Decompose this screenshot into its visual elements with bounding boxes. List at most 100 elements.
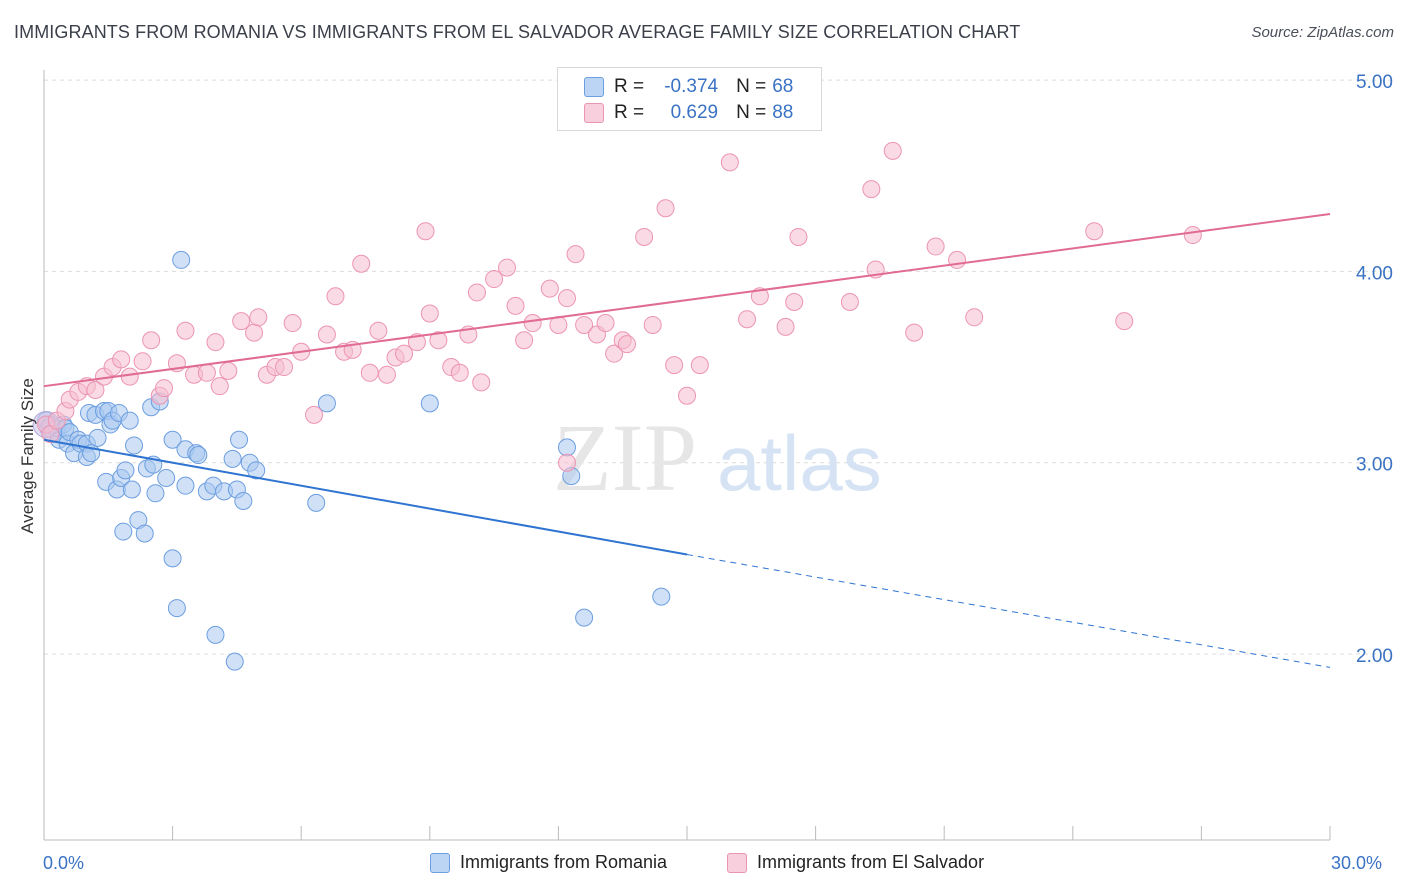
point-elsalvador — [497, 258, 516, 277]
point-elsalvador — [429, 331, 448, 350]
legend-r-label: R = — [614, 102, 645, 123]
point-elsalvador — [738, 310, 757, 329]
point-elsalvador — [678, 386, 696, 405]
point-elsalvador — [862, 180, 881, 199]
point-romania — [146, 484, 165, 503]
point-elsalvador — [750, 287, 769, 306]
point-elsalvador — [326, 287, 345, 306]
point-elsalvador — [283, 314, 302, 333]
point-elsalvador — [596, 314, 615, 333]
point-elsalvador — [142, 331, 161, 350]
point-elsalvador — [789, 227, 808, 246]
point-romania — [575, 608, 594, 627]
point-elsalvador — [523, 314, 542, 333]
point-elsalvador — [133, 352, 152, 371]
point-elsalvador — [206, 333, 225, 352]
point-elsalvador — [948, 250, 967, 269]
point-elsalvador — [232, 312, 251, 331]
x-tick-label-min: 0.0% — [43, 853, 85, 873]
legend-r-value-elsalvador: 0.629 — [670, 102, 719, 123]
bottom-legend-swatch-elsalvador — [727, 852, 747, 873]
point-elsalvador — [420, 304, 439, 323]
bottom-legend-label-elsalvador: Immigrants from El Salvador — [757, 852, 985, 872]
legend-swatch-elsalvador — [584, 103, 604, 123]
axes — [43, 70, 1331, 841]
point-romania — [114, 522, 133, 541]
x-tick-label-max: 30.0% — [1331, 853, 1383, 873]
watermark-zip: ZIP — [553, 404, 697, 511]
point-romania — [163, 549, 182, 568]
point-elsalvador — [249, 308, 268, 327]
point-elsalvador — [467, 283, 486, 302]
y-tick-label: 3.00 — [1356, 455, 1393, 476]
point-elsalvador — [176, 321, 195, 340]
point-elsalvador — [506, 296, 525, 315]
y-axis-label: Average Family Size — [18, 378, 37, 534]
trend-line-romania-extension — [686, 554, 1331, 668]
legend-r-value-romania: -0.374 — [664, 76, 719, 97]
y-tick-label: 5.00 — [1356, 72, 1393, 93]
point-romania — [125, 436, 144, 455]
point-elsalvador — [1183, 226, 1202, 245]
watermark-atlas: atlas — [717, 419, 882, 507]
point-elsalvador — [785, 293, 804, 312]
bottom-legend-label-romania: Immigrants from Romania — [460, 852, 668, 872]
trend-lines — [43, 213, 1331, 668]
point-elsalvador — [485, 270, 504, 289]
chart-title: IMMIGRANTS FROM ROMANIA VS IMMIGRANTS FR… — [14, 22, 1021, 42]
point-elsalvador — [112, 350, 131, 369]
legend-box: R = -0.374 N = 68 R = 0.629 N = 88 — [557, 67, 822, 131]
point-elsalvador — [883, 141, 902, 160]
y-tick-labels: 2.00 3.00 4.00 5.00 — [1356, 72, 1393, 667]
point-romania — [230, 430, 249, 449]
point-romania — [122, 480, 141, 499]
point-elsalvador — [840, 293, 859, 312]
point-elsalvador — [690, 356, 709, 375]
point-elsalvador — [472, 373, 491, 392]
point-romania — [247, 461, 266, 480]
point-elsalvador — [86, 381, 105, 400]
point-romania — [223, 449, 242, 468]
legend-swatch-romania — [584, 77, 604, 97]
point-elsalvador — [352, 254, 371, 273]
chart-source: Source: ZipAtlas.com — [1251, 24, 1394, 41]
point-elsalvador — [566, 245, 585, 264]
legend-r-label: R = — [614, 76, 645, 97]
point-romania — [163, 430, 182, 449]
point-elsalvador — [395, 344, 414, 363]
point-elsalvador — [120, 367, 139, 386]
legend-n-value-romania: 68 — [772, 76, 794, 97]
point-elsalvador — [605, 344, 624, 363]
point-romania — [234, 491, 253, 510]
bottom-legend-swatch-romania — [430, 852, 450, 873]
legend-row-elsalvador: R = 0.629 N = 88 — [584, 101, 793, 125]
point-elsalvador — [617, 335, 636, 354]
point-elsalvador — [643, 315, 662, 334]
point-romania — [225, 652, 244, 671]
point-elsalvador — [965, 308, 984, 327]
point-elsalvador — [377, 365, 396, 384]
point-romania — [189, 446, 208, 465]
point-elsalvador — [275, 358, 294, 377]
point-elsalvador — [197, 363, 216, 382]
point-romania — [120, 411, 139, 430]
point-elsalvador — [450, 363, 469, 382]
point-elsalvador — [1115, 312, 1134, 331]
trend-line-romania — [43, 438, 688, 556]
point-elsalvador — [926, 237, 945, 256]
point-romania — [172, 250, 191, 269]
point-elsalvador — [210, 377, 229, 396]
y-tick-label: 2.00 — [1356, 646, 1393, 667]
point-elsalvador — [575, 315, 594, 334]
point-elsalvador — [407, 333, 426, 352]
point-romania — [317, 394, 336, 413]
legend-n-label: N = — [736, 102, 767, 123]
point-romania — [157, 469, 176, 488]
bottom-legend-romania: Immigrants from Romania — [430, 852, 667, 873]
point-elsalvador — [305, 405, 324, 424]
point-elsalvador — [635, 227, 654, 246]
grid-lines — [44, 79, 1392, 655]
point-romania — [88, 428, 107, 447]
point-elsalvador — [665, 356, 684, 375]
